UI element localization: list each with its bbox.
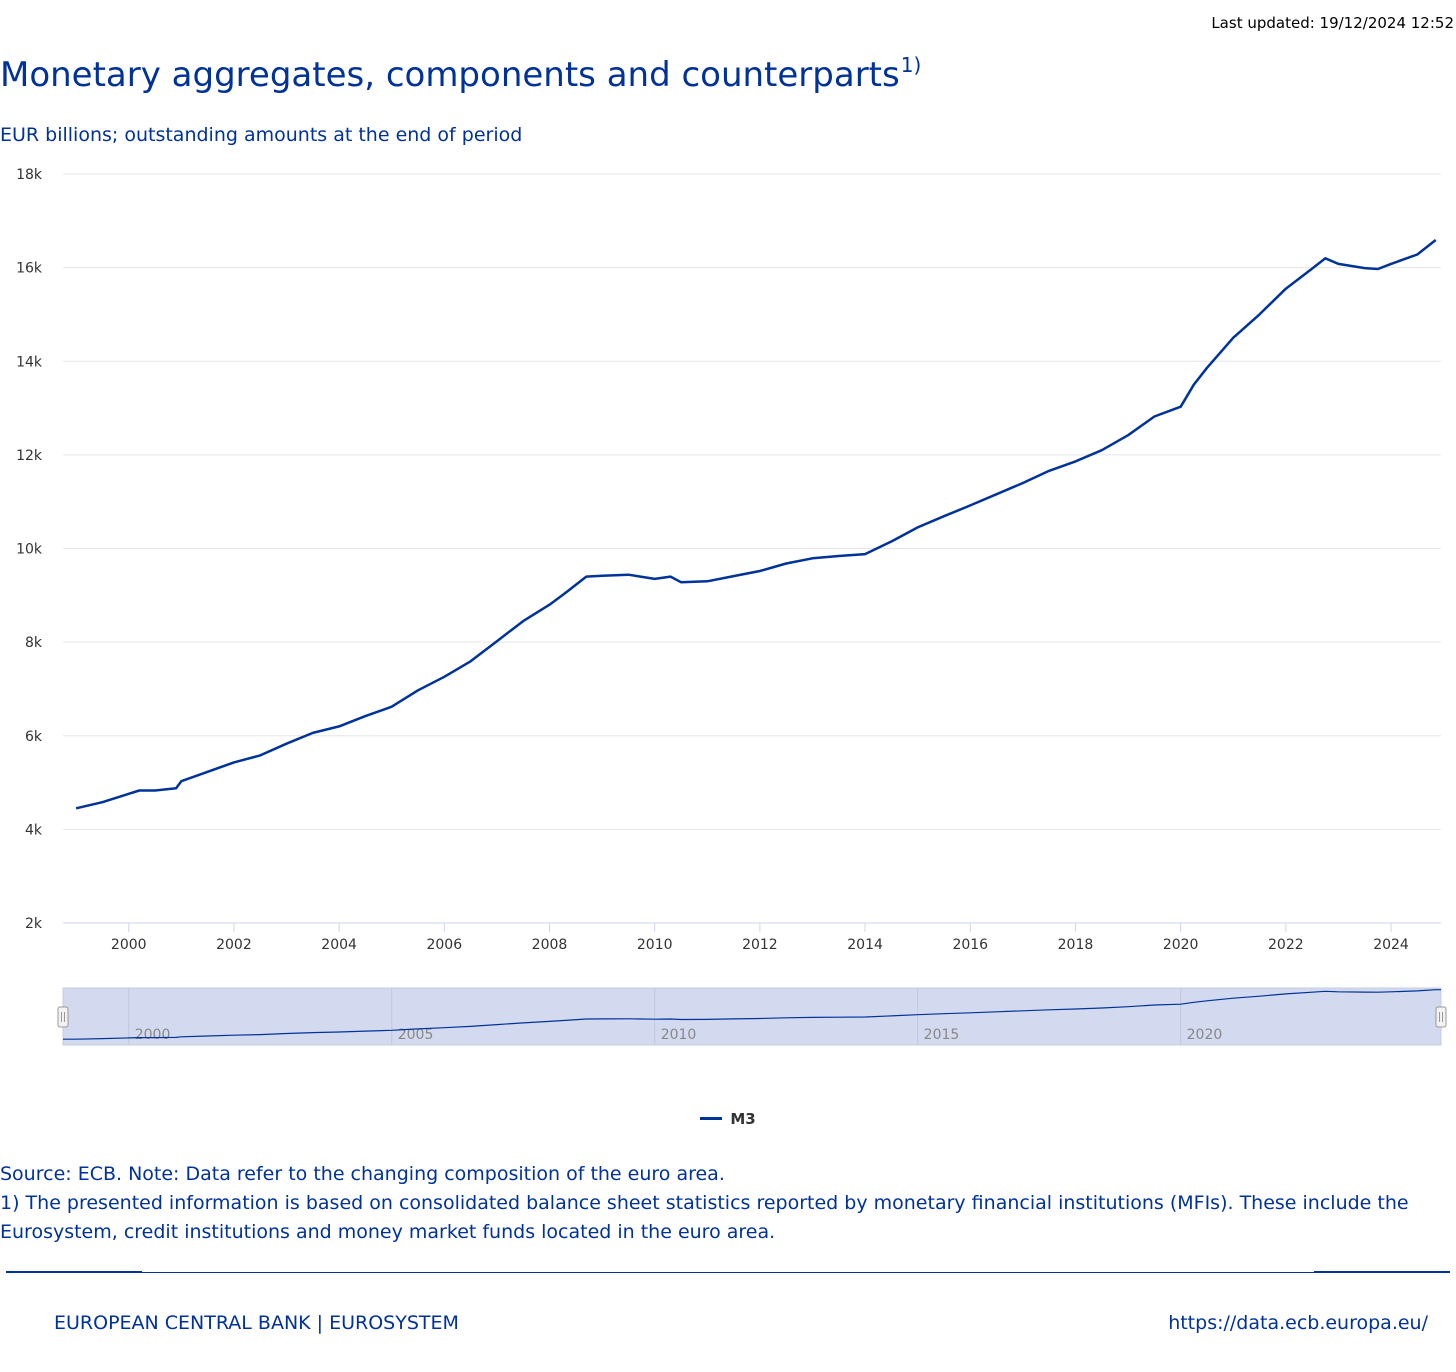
footer-url-link[interactable]: https://data.ecb.europa.eu/ <box>1168 1312 1428 1334</box>
x-tick-label-2006: 2006 <box>426 937 462 953</box>
footer-organization: EUROPEAN CENTRAL BANK | EUROSYSTEM <box>54 1312 459 1334</box>
navigator-tick-label-2005: 2005 <box>398 1027 434 1043</box>
y-tick-label-12k: 12k <box>16 448 43 464</box>
navigator-selection <box>62 987 1442 1046</box>
x-tick-label-2022: 2022 <box>1268 937 1304 953</box>
chart-title-block: Monetary aggregates, components and coun… <box>0 54 921 94</box>
title-footnote-marker: 1) <box>900 53 922 77</box>
chart-notes: Source: ECB. Note: Data refer to the cha… <box>0 1160 1440 1247</box>
navigator-handle-left-box <box>57 1006 69 1028</box>
navigator[interactable]: 2000 2005 2010 2015 2020 <box>57 987 1447 1046</box>
chart-title: Monetary aggregates, components and coun… <box>0 55 900 95</box>
navigator-handle-left[interactable] <box>57 1006 69 1028</box>
x-tick-label-2010: 2010 <box>637 937 673 953</box>
navigator-handle-right[interactable] <box>1435 1006 1447 1028</box>
chart-subtitle: EUR billions; outstanding amounts at the… <box>0 124 523 146</box>
series-layer <box>75 239 1437 810</box>
last-updated-label: Last updated: 19/12/2024 12:52 <box>1211 14 1454 32</box>
x-tick-label-2008: 2008 <box>532 937 568 953</box>
y-tick-label-8k: 8k <box>25 635 43 651</box>
chart-area[interactable]: 2k 4k 6k 8k 10k 12k 14k 16k 18k 2000 2002 2004 2006… <box>0 0 1456 1100</box>
navigator-series-line <box>63 989 1441 1040</box>
legend-swatch-m3 <box>700 1117 723 1120</box>
footer-divider <box>6 1271 1450 1273</box>
legend-label-m3: M3 <box>730 1110 756 1128</box>
x-tick-label-2016: 2016 <box>952 937 988 953</box>
y-axis: 2k 4k 6k 8k 10k 12k 14k 16k 18k <box>16 167 43 932</box>
x-tick-label-2014: 2014 <box>847 937 883 953</box>
x-tick-label-2020: 2020 <box>1163 937 1199 953</box>
gridlines <box>63 173 1441 924</box>
x-tick-label-2024: 2024 <box>1373 937 1409 953</box>
x-axis: 2000 2002 2004 2006 2008 2010 2012 2014 2016 2018… <box>111 923 1409 953</box>
x-tick-label-2004: 2004 <box>321 937 357 953</box>
x-tick-label-2012: 2012 <box>742 937 778 953</box>
x-tick-label-2002: 2002 <box>216 937 252 953</box>
y-tick-label-6k: 6k <box>25 729 43 745</box>
navigator-handle-right-box <box>1435 1006 1447 1028</box>
footer-divider-accent-right <box>1314 1271 1450 1273</box>
series-line-m3 <box>75 239 1437 810</box>
footnote-text: 1) The presented information is based on… <box>0 1192 1409 1243</box>
source-note: Source: ECB. Note: Data refer to the cha… <box>0 1163 725 1185</box>
navigator-tick-label-2020: 2020 <box>1187 1027 1223 1043</box>
y-tick-label-16k: 16k <box>16 261 43 277</box>
navigator-tick-label-2015: 2015 <box>924 1027 960 1043</box>
x-tick-label-2018: 2018 <box>1058 937 1094 953</box>
legend[interactable]: M3 <box>0 1110 1456 1128</box>
y-tick-label-14k: 14k <box>16 354 43 370</box>
footer-divider-accent-left <box>6 1271 142 1273</box>
navigator-tick-label-2010: 2010 <box>661 1027 697 1043</box>
y-tick-label-10k: 10k <box>16 542 43 558</box>
x-tick-label-2000: 2000 <box>111 937 147 953</box>
y-tick-label-4k: 4k <box>25 822 43 838</box>
y-tick-label-18k: 18k <box>16 167 43 183</box>
navigator-tick-label-2000: 2000 <box>135 1027 171 1043</box>
y-tick-label-2k: 2k <box>25 916 43 932</box>
